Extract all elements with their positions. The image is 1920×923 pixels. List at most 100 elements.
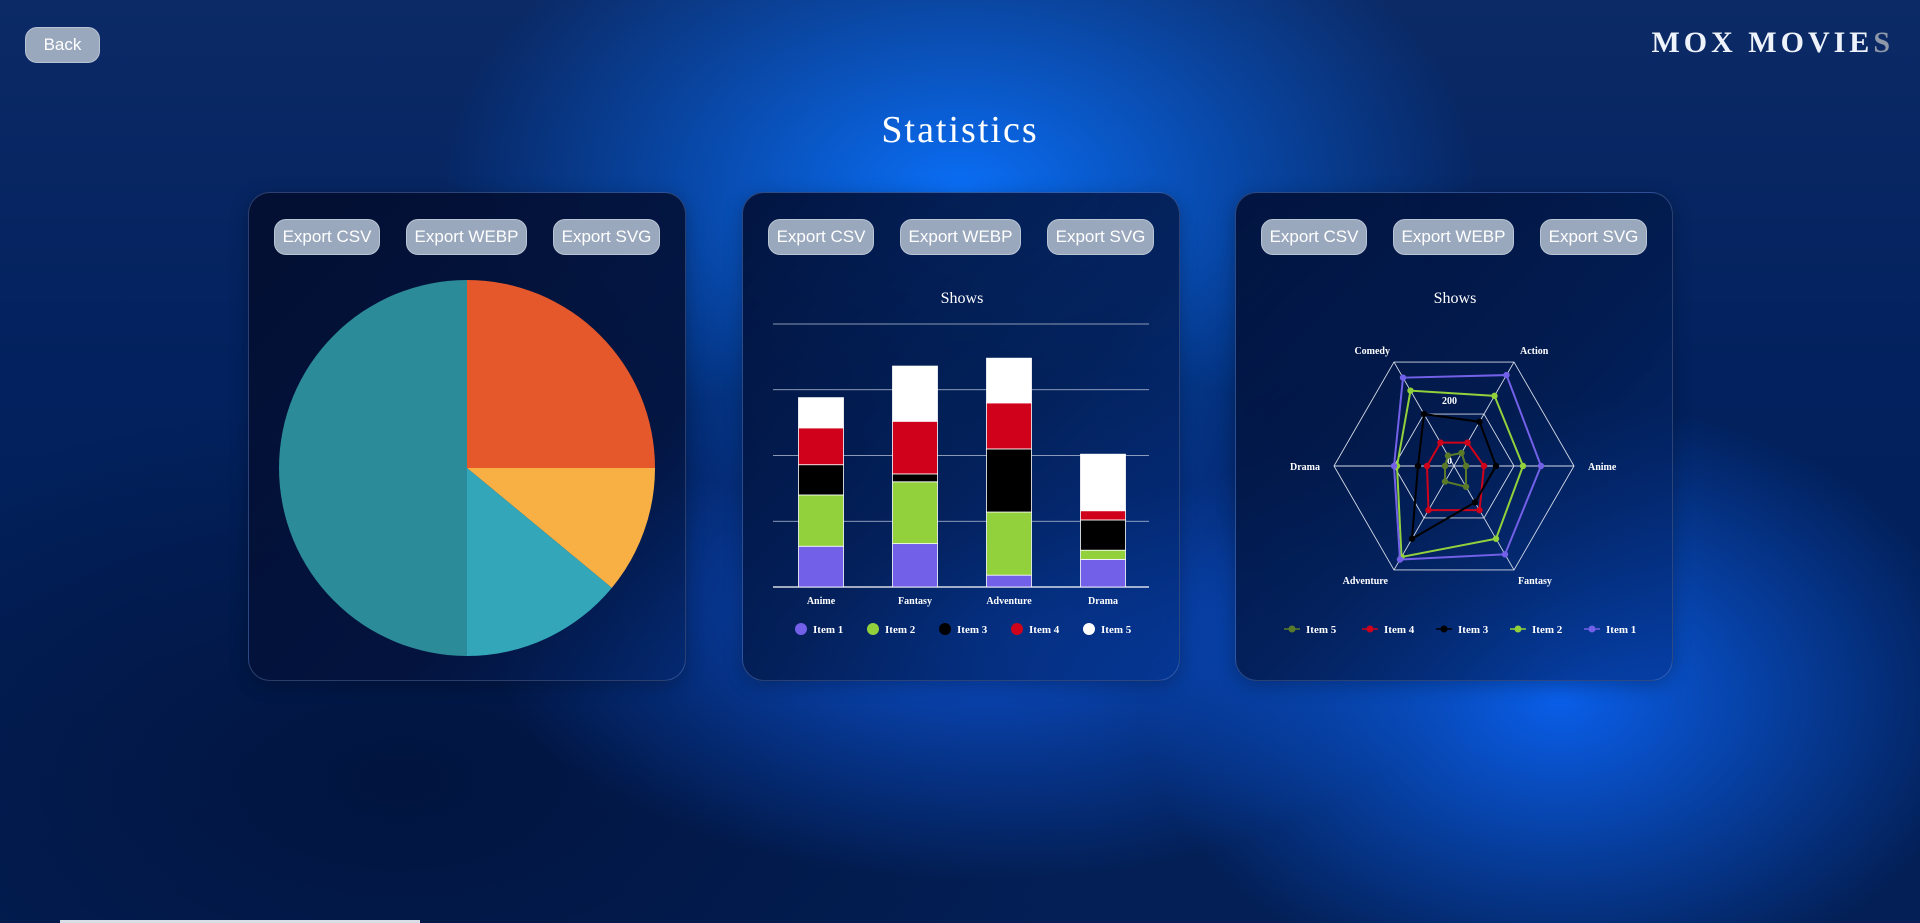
legend-marker bbox=[1083, 623, 1095, 635]
back-button[interactable]: Back bbox=[25, 27, 100, 63]
radar-point bbox=[1464, 439, 1471, 446]
radar-category-label: Adventure bbox=[1343, 576, 1389, 587]
radar-point bbox=[1458, 449, 1465, 457]
radar-point bbox=[1476, 506, 1483, 514]
legend-label: Item 3 bbox=[957, 624, 988, 636]
legend-marker bbox=[939, 623, 951, 635]
radar-point bbox=[1491, 392, 1498, 400]
export-csv-button[interactable]: Export CSV bbox=[1261, 219, 1367, 255]
pie-chart-card: Export CSV Export WEBP Export SVG bbox=[248, 192, 686, 681]
export-svg-button[interactable]: Export SVG bbox=[1540, 219, 1647, 255]
bar-segment bbox=[986, 574, 1032, 588]
export-toolbar: Export CSV Export WEBP Export SVG bbox=[768, 219, 1154, 255]
export-webp-button[interactable]: Export WEBP bbox=[406, 219, 527, 255]
legend-marker bbox=[1514, 625, 1522, 633]
pie-slice bbox=[467, 468, 655, 588]
bar-segment bbox=[892, 365, 938, 422]
radar-tick-label: 200 bbox=[1442, 396, 1457, 407]
stacked-bar-chart: Shows Anime Fantasy Adventure Drama Item 1 Ite… bbox=[773, 290, 1149, 636]
bar-segment bbox=[798, 464, 844, 496]
legend-label: Item 1 bbox=[813, 624, 843, 636]
radar-category-label: Fantasy bbox=[1518, 576, 1552, 587]
bar-segment bbox=[798, 545, 844, 588]
legend-marker bbox=[1440, 625, 1448, 633]
export-toolbar: Export CSV Export WEBP Export SVG bbox=[1261, 219, 1647, 255]
bar-segment bbox=[986, 511, 1032, 576]
chart-title: Shows bbox=[1434, 290, 1477, 307]
export-toolbar: Export CSV Export WEBP Export SVG bbox=[274, 219, 660, 255]
legend-marker bbox=[1588, 625, 1596, 633]
radar-category-label: Anime bbox=[1588, 462, 1617, 473]
bar-segment bbox=[892, 473, 938, 483]
export-webp-button[interactable]: Export WEBP bbox=[1393, 219, 1514, 255]
legend-label: Item 1 bbox=[1606, 624, 1636, 636]
pie-slice bbox=[279, 280, 467, 656]
radar-point bbox=[1423, 462, 1431, 470]
top-bar: Back MOX MOVIES bbox=[0, 0, 1920, 90]
pie-chart bbox=[279, 280, 655, 656]
bar-segment bbox=[798, 427, 844, 466]
radar-point bbox=[1471, 499, 1479, 506]
radar-point bbox=[1425, 506, 1432, 514]
radar-point bbox=[1462, 483, 1470, 490]
legend-label: Item 2 bbox=[885, 624, 916, 636]
pie-slice bbox=[467, 468, 612, 656]
bar-segment bbox=[1080, 510, 1126, 521]
radar-category-label: Action bbox=[1520, 346, 1549, 357]
bar-chart-card: Export CSV Export WEBP Export SVG Shows A… bbox=[742, 192, 1180, 681]
radar-point bbox=[1476, 418, 1483, 426]
export-svg-button[interactable]: Export SVG bbox=[553, 219, 660, 255]
legend-marker bbox=[1366, 625, 1374, 633]
radar-point bbox=[1441, 478, 1449, 485]
radar-point bbox=[1437, 439, 1444, 446]
export-csv-button[interactable]: Export CSV bbox=[274, 219, 380, 255]
legend-label: Item 5 bbox=[1101, 624, 1132, 636]
bar-segment bbox=[798, 397, 844, 429]
chart-title: Shows bbox=[941, 290, 984, 307]
bar-segment bbox=[986, 448, 1032, 513]
radar-point bbox=[1492, 535, 1500, 542]
export-svg-button[interactable]: Export SVG bbox=[1047, 219, 1154, 255]
radar-category-label: Comedy bbox=[1354, 346, 1390, 357]
radar-point bbox=[1408, 535, 1416, 542]
radar-point bbox=[1420, 410, 1428, 418]
radar-point bbox=[1462, 462, 1470, 470]
bar-segment bbox=[798, 494, 844, 547]
x-tick-label: Drama bbox=[1088, 596, 1118, 607]
radar-point bbox=[1390, 462, 1398, 470]
legend-marker bbox=[795, 623, 807, 635]
export-csv-button[interactable]: Export CSV bbox=[768, 219, 874, 255]
x-tick-label: Anime bbox=[807, 596, 836, 607]
x-tick-label: Fantasy bbox=[898, 596, 932, 607]
bar-segment bbox=[1080, 519, 1126, 551]
pie-slice bbox=[467, 280, 655, 468]
brand-logo-fade: S bbox=[1873, 26, 1894, 59]
radar-category-label: Drama bbox=[1290, 462, 1320, 473]
radar-point bbox=[1503, 371, 1510, 379]
radar-point bbox=[1414, 462, 1422, 470]
legend-label: Item 5 bbox=[1306, 624, 1337, 636]
radar-point bbox=[1396, 556, 1404, 563]
page-title: Statistics bbox=[881, 109, 1039, 151]
radar-spoke bbox=[1453, 361, 1515, 467]
legend-marker bbox=[1011, 623, 1023, 635]
radar-chart-card: Export CSV Export WEBP Export SVG Shows A… bbox=[1235, 192, 1673, 681]
radar-point bbox=[1501, 551, 1509, 558]
export-webp-button[interactable]: Export WEBP bbox=[900, 219, 1021, 255]
radar-point bbox=[1480, 462, 1488, 470]
bar-segment bbox=[892, 481, 938, 545]
legend-label: Item 3 bbox=[1458, 624, 1489, 636]
x-tick-label: Adventure bbox=[986, 596, 1032, 607]
radar-tick-label: 0 bbox=[1447, 456, 1452, 467]
bar-segment bbox=[1080, 558, 1126, 588]
bar-segment bbox=[892, 420, 938, 475]
legend-marker bbox=[867, 623, 879, 635]
bar-segment bbox=[1080, 453, 1126, 512]
legend-label: Item 4 bbox=[1384, 624, 1415, 636]
radar-point bbox=[1407, 387, 1414, 394]
radar-point bbox=[1399, 374, 1407, 381]
radar-point bbox=[1441, 462, 1449, 470]
horizontal-scrollbar[interactable] bbox=[60, 920, 420, 923]
legend-marker bbox=[1288, 625, 1296, 633]
brand-logo-main: MOX MOVIE bbox=[1651, 26, 1874, 59]
